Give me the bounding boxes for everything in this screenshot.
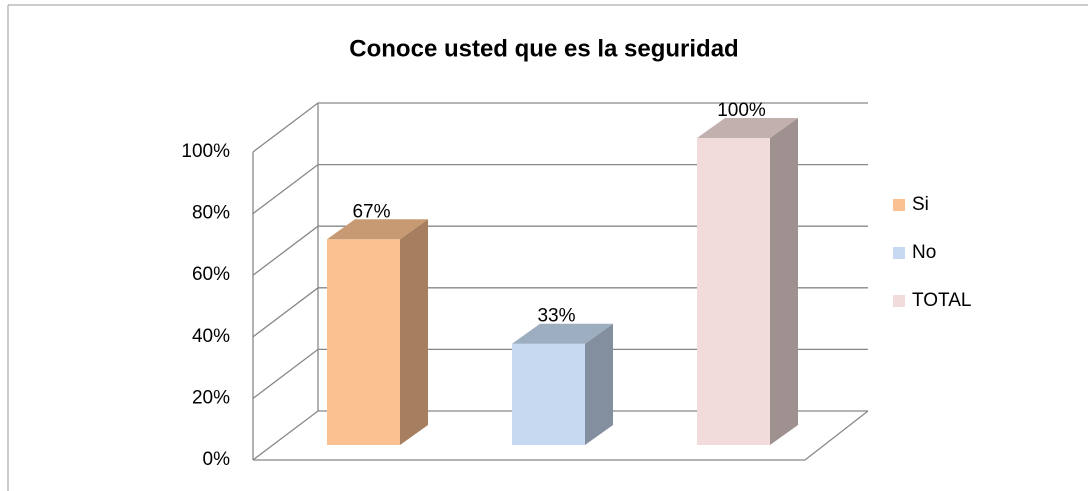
bar-side: [585, 323, 613, 445]
floor-edge: [253, 410, 869, 461]
legend-label: No: [912, 242, 936, 263]
data-label: 67%: [352, 201, 390, 222]
bar: [327, 239, 400, 445]
y-tick-label: 100%: [181, 141, 230, 162]
y-tick-label: 20%: [192, 387, 230, 408]
bar: [697, 138, 770, 445]
y-tick-label: 80%: [192, 203, 230, 224]
grid-line: [252, 163, 868, 215]
grid-line: [252, 225, 868, 276]
grid-line: [252, 102, 868, 153]
data-label: 33%: [537, 306, 575, 327]
bar-side: [400, 219, 428, 445]
grid-line: [252, 287, 868, 338]
bar: [512, 343, 585, 445]
chart-title: Conoce usted que es la seguridad: [349, 35, 738, 62]
bar-top: [697, 118, 798, 138]
grid-line: [252, 348, 868, 399]
bar-top: [327, 219, 428, 240]
legend-label: TOTAL: [912, 290, 971, 311]
grid-line: [252, 410, 868, 461]
legend-label: Si: [912, 194, 929, 215]
data-label: 100%: [717, 100, 766, 121]
bar-top: [512, 323, 613, 344]
legend-swatch: [893, 247, 905, 259]
legend-swatch: [893, 199, 905, 211]
y-tick-label: 0%: [203, 449, 231, 470]
legend-swatch: [893, 295, 905, 307]
y-tick-label: 60%: [192, 264, 230, 285]
bar-side: [770, 118, 798, 445]
y-tick-label: 40%: [192, 326, 230, 347]
